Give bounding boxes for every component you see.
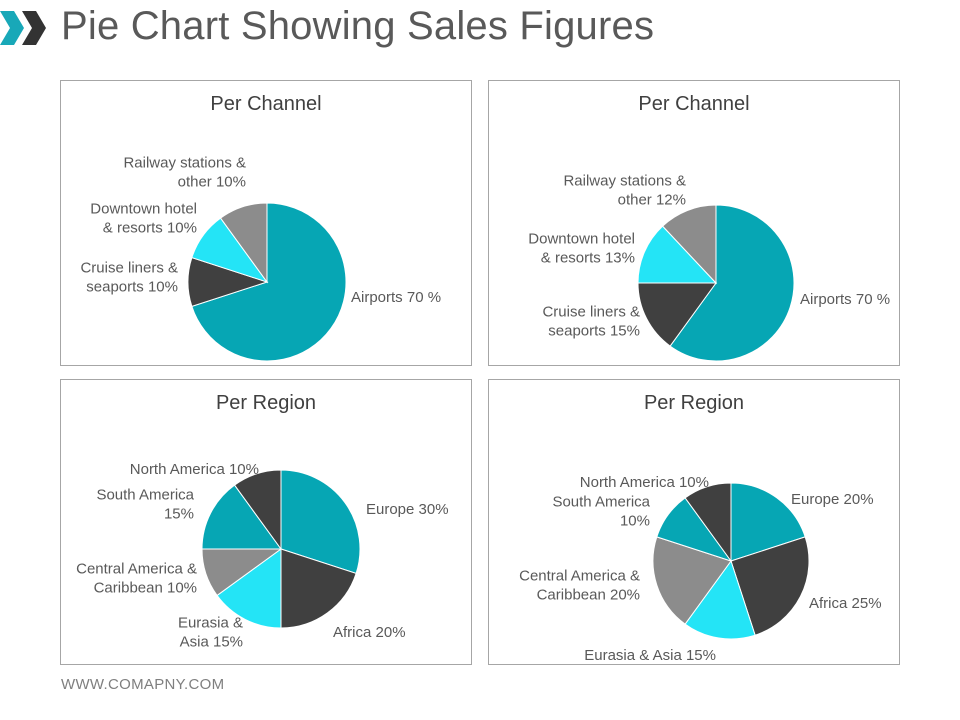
- page-title: Pie Chart Showing Sales Figures: [61, 4, 655, 48]
- pie-slice-railway-stations: [661, 204, 717, 285]
- pie-slice-north-america-10: [233, 469, 282, 551]
- slice-label-cruise-liners: Cruise liners & seaports 10%: [80, 260, 178, 296]
- chevron-dark-icon: [22, 11, 46, 45]
- pie-slice-africa-25: [730, 536, 810, 636]
- slice-label-airports-70: Airports 70 %: [351, 289, 441, 306]
- slice-label-downtown-hotel: Downtown hotel & resorts 10%: [90, 201, 197, 237]
- slice-label-line: Caribbean 10%: [94, 580, 197, 597]
- chart-panel-channel-1: Per Channel Airports 70 % Cruise liners &…: [60, 80, 472, 366]
- slice-label-line: Africa 25%: [809, 595, 882, 612]
- pie-slice-cruise-liners: [637, 282, 717, 347]
- slice-label-europe-20: Europe 20%: [791, 491, 874, 508]
- slice-label-line: North America 10%: [130, 461, 259, 478]
- slice-label-line: Downtown hotel: [90, 201, 197, 218]
- slice-label-line: Cruise liners &: [542, 304, 640, 321]
- slice-label-south-america: South America 15%: [96, 487, 194, 523]
- footer-url: WWW.COMAPNY.COM: [61, 676, 225, 693]
- slice-label-downtown-hotel: Downtown hotel & resorts 13%: [528, 231, 635, 267]
- slice-label-line: North America 10%: [580, 474, 709, 491]
- pie-slice-airports-70: [669, 204, 795, 362]
- pie-slice-europe-30: [280, 469, 361, 575]
- slice-label-line: Africa 20%: [333, 624, 406, 641]
- slice-label-line: seaports 15%: [548, 323, 640, 340]
- slice-label-cruise-liners: Cruise liners & seaports 15%: [542, 304, 640, 340]
- slice-label-railway-stations: Railway stations & other 12%: [563, 173, 686, 209]
- slice-label-line: Europe 30%: [366, 501, 449, 518]
- slice-label-line: Railway stations &: [563, 173, 686, 190]
- slice-label-line: & resorts 10%: [103, 220, 197, 237]
- pie-slice-railway-stations: [219, 202, 268, 284]
- chart-panel-region-2: Per Region Europe 20% Africa 25% Eurasia &…: [488, 379, 900, 665]
- slice-label-north-america-10: North America 10%: [130, 461, 259, 478]
- chevron-teal-icon: [0, 11, 24, 45]
- slice-label-line: Central America &: [519, 568, 640, 585]
- pie-chart-channel-2: Airports 70 % Cruise liners & seaports 15%…: [528, 173, 890, 362]
- pie-slice-north-america-10: [684, 482, 732, 563]
- slice-label-line: Airports 70 %: [800, 291, 890, 308]
- slice-label-airports-70: Airports 70 %: [800, 291, 890, 308]
- slice-label-eurasia: Eurasia & Asia 15%: [178, 615, 243, 651]
- slice-label-line: Eurasia & Asia 15%: [584, 647, 716, 664]
- slice-label-central-america: Central America & Caribbean 20%: [519, 568, 640, 604]
- slice-label-line: Caribbean 20%: [537, 587, 640, 604]
- pie-slice-africa-20: [280, 548, 357, 629]
- pie-slice-central-america: [652, 536, 732, 625]
- slice-label-line: Downtown hotel: [528, 231, 635, 248]
- slice-label-line: Cruise liners &: [80, 260, 178, 277]
- slice-label-line: seaports 10%: [86, 279, 178, 296]
- slice-label-europe-30: Europe 30%: [366, 501, 449, 518]
- pie-slice-south-america: [201, 484, 282, 550]
- slice-label-eurasia-asia-15: Eurasia & Asia 15%: [584, 647, 716, 664]
- slice-label-line: other 12%: [618, 192, 686, 209]
- slice-label-line: & resorts 13%: [541, 250, 635, 267]
- pie-slice-downtown-hotel: [637, 225, 718, 284]
- chart-title: Per Region: [215, 392, 317, 414]
- slice-label-railway-stations: Railway stations & other 10%: [123, 155, 246, 191]
- pie-slice-airports-70: [191, 202, 347, 362]
- slice-label-north-america-10: North America 10%: [580, 474, 709, 491]
- chart-title: Per Region: [643, 392, 745, 414]
- slice-label-line: other 10%: [178, 174, 246, 191]
- slice-label-line: South America: [96, 487, 194, 504]
- slice-label-africa-20: Africa 20%: [333, 624, 406, 641]
- pie-chart-region-2: Europe 20% Africa 25% Eurasia & Asia 15% Ce…: [519, 474, 882, 664]
- slice-label-line: Central America &: [76, 561, 197, 578]
- chart-title: Per Channel: [638, 93, 750, 115]
- slice-label-line: Railway stations &: [123, 155, 246, 172]
- slice-label-line: 15%: [164, 506, 194, 523]
- pie-slice-eurasia: [216, 548, 282, 629]
- pie-chart-channel-1: Airports 70 % Cruise liners & seaports 10%…: [80, 155, 441, 362]
- slice-label-line: South America: [552, 494, 650, 511]
- slice-label-line: Europe 20%: [791, 491, 874, 508]
- pie-slice-europe-20: [730, 482, 806, 562]
- slice-label-africa-25: Africa 25%: [809, 595, 882, 612]
- chart-title: Per Channel: [210, 93, 322, 115]
- slice-label-south-america: South America 10%: [552, 494, 650, 530]
- pie-chart-region-1: Europe 30% Africa 20% Eurasia & Asia 15% Cen…: [76, 461, 449, 651]
- slice-label-central-america: Central America & Caribbean 10%: [76, 561, 197, 597]
- chart-panel-channel-2: Per Channel Airports 70 % Cruise liners &…: [488, 80, 900, 366]
- slice-label-line: Eurasia &: [178, 615, 243, 632]
- header-chevrons-icon: [0, 11, 46, 45]
- pie-slice-eurasia-asia-15: [684, 559, 756, 640]
- slice-label-line: 10%: [620, 513, 650, 530]
- slice-label-line: Airports 70 %: [351, 289, 441, 306]
- chart-panel-region-1: Per Region Europe 30% Africa 20% Eurasia &…: [60, 379, 472, 665]
- slice-label-line: Asia 15%: [180, 634, 243, 651]
